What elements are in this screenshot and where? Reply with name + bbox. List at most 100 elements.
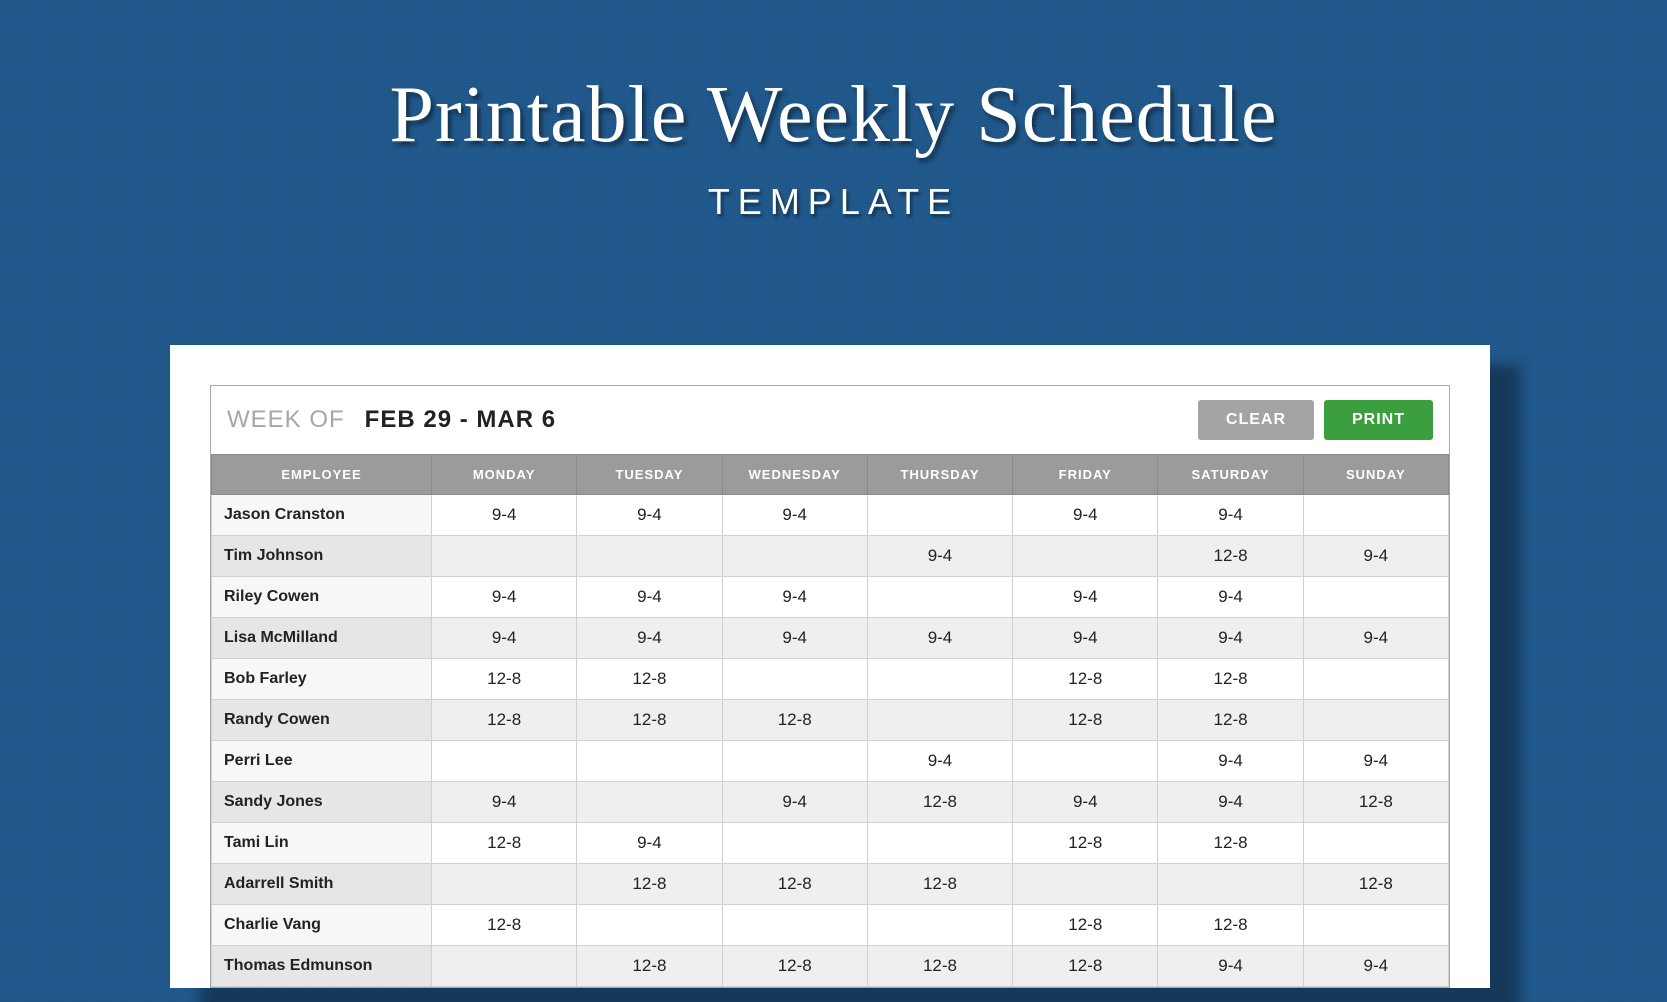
schedule-cell[interactable]: [1013, 864, 1158, 905]
clear-button[interactable]: CLEAR: [1198, 400, 1314, 440]
schedule-cell[interactable]: 9-4: [1158, 782, 1303, 823]
schedule-cell[interactable]: [867, 659, 1012, 700]
schedule-cell[interactable]: 12-8: [722, 946, 867, 987]
schedule-cell[interactable]: [577, 782, 722, 823]
schedule-cell[interactable]: [432, 946, 577, 987]
schedule-cell[interactable]: [722, 536, 867, 577]
schedule-cell[interactable]: [1303, 905, 1448, 946]
schedule-cell[interactable]: 9-4: [432, 782, 577, 823]
schedule-cell[interactable]: 12-8: [1158, 823, 1303, 864]
schedule-cell[interactable]: [867, 823, 1012, 864]
hero-title: Printable Weekly Schedule: [0, 70, 1667, 161]
table-row: Tim Johnson9-412-89-4: [212, 536, 1449, 577]
schedule-cell[interactable]: 9-4: [722, 577, 867, 618]
schedule-cell[interactable]: [1303, 823, 1448, 864]
print-button[interactable]: PRINT: [1324, 400, 1433, 440]
schedule-cell[interactable]: [1158, 864, 1303, 905]
schedule-cell[interactable]: 12-8: [577, 946, 722, 987]
table-row: Jason Cranston9-49-49-49-49-4: [212, 495, 1449, 536]
schedule-cell[interactable]: [867, 905, 1012, 946]
schedule-cell[interactable]: [1303, 577, 1448, 618]
schedule-cell[interactable]: 9-4: [432, 618, 577, 659]
schedule-cell[interactable]: 12-8: [722, 864, 867, 905]
schedule-cell[interactable]: 12-8: [1013, 659, 1158, 700]
schedule-cell[interactable]: 9-4: [577, 823, 722, 864]
employee-name: Randy Cowen: [212, 700, 432, 741]
employee-name: Tim Johnson: [212, 536, 432, 577]
schedule-cell[interactable]: 9-4: [1303, 536, 1448, 577]
schedule-cell[interactable]: 9-4: [1158, 946, 1303, 987]
schedule-cell[interactable]: [722, 823, 867, 864]
schedule-cell[interactable]: [1013, 536, 1158, 577]
schedule-cell[interactable]: 12-8: [1013, 700, 1158, 741]
schedule-paper: WEEK OF FEB 29 - MAR 6 CLEAR PRINT EMPLO…: [170, 345, 1490, 988]
schedule-cell[interactable]: 9-4: [867, 536, 1012, 577]
schedule-cell[interactable]: 12-8: [432, 823, 577, 864]
schedule-cell[interactable]: [1303, 495, 1448, 536]
schedule-cell[interactable]: 12-8: [722, 700, 867, 741]
schedule-cell[interactable]: 9-4: [432, 577, 577, 618]
schedule-cell[interactable]: [1303, 659, 1448, 700]
table-row: Adarrell Smith12-812-812-812-8: [212, 864, 1449, 905]
schedule-cell[interactable]: 9-4: [867, 618, 1012, 659]
schedule-cell[interactable]: [432, 864, 577, 905]
schedule-cell[interactable]: 12-8: [1013, 823, 1158, 864]
schedule-cell[interactable]: 9-4: [722, 782, 867, 823]
schedule-cell[interactable]: [1013, 741, 1158, 782]
schedule-cell[interactable]: 12-8: [1303, 782, 1448, 823]
schedule-cell[interactable]: 9-4: [432, 495, 577, 536]
schedule-cell[interactable]: [867, 700, 1012, 741]
schedule-cell[interactable]: 12-8: [577, 700, 722, 741]
schedule-cell[interactable]: [577, 741, 722, 782]
schedule-cell[interactable]: 12-8: [867, 782, 1012, 823]
schedule-cell[interactable]: 12-8: [1158, 536, 1303, 577]
schedule-cell[interactable]: 12-8: [1158, 659, 1303, 700]
schedule-cell[interactable]: 9-4: [1303, 946, 1448, 987]
schedule-cell[interactable]: 12-8: [1158, 700, 1303, 741]
schedule-cell[interactable]: 9-4: [1303, 618, 1448, 659]
schedule-panel: WEEK OF FEB 29 - MAR 6 CLEAR PRINT EMPLO…: [210, 385, 1450, 988]
schedule-cell[interactable]: [722, 741, 867, 782]
col-sunday: SUNDAY: [1303, 455, 1448, 495]
schedule-cell[interactable]: [577, 536, 722, 577]
schedule-cell[interactable]: 12-8: [432, 700, 577, 741]
schedule-cell[interactable]: 12-8: [577, 659, 722, 700]
schedule-cell[interactable]: 9-4: [722, 495, 867, 536]
schedule-cell[interactable]: 12-8: [432, 905, 577, 946]
schedule-cell[interactable]: [432, 536, 577, 577]
schedule-cell[interactable]: 9-4: [1013, 782, 1158, 823]
schedule-cell[interactable]: 12-8: [432, 659, 577, 700]
schedule-cell[interactable]: [432, 741, 577, 782]
schedule-cell[interactable]: 12-8: [1158, 905, 1303, 946]
schedule-cell[interactable]: [867, 577, 1012, 618]
schedule-cell[interactable]: 9-4: [1158, 577, 1303, 618]
employee-name: Tami Lin: [212, 823, 432, 864]
schedule-cell[interactable]: 9-4: [1158, 741, 1303, 782]
schedule-cell[interactable]: 12-8: [1013, 905, 1158, 946]
schedule-cell[interactable]: 12-8: [867, 864, 1012, 905]
employee-name: Adarrell Smith: [212, 864, 432, 905]
schedule-cell[interactable]: 12-8: [1303, 864, 1448, 905]
schedule-cell[interactable]: [1303, 700, 1448, 741]
schedule-cell[interactable]: 9-4: [1013, 618, 1158, 659]
schedule-cell[interactable]: 9-4: [577, 577, 722, 618]
schedule-cell[interactable]: [722, 905, 867, 946]
schedule-cell[interactable]: [577, 905, 722, 946]
col-friday: FRIDAY: [1013, 455, 1158, 495]
schedule-cell[interactable]: 12-8: [867, 946, 1012, 987]
schedule-cell[interactable]: 9-4: [1158, 618, 1303, 659]
schedule-cell[interactable]: 9-4: [1158, 495, 1303, 536]
schedule-cell[interactable]: 9-4: [867, 741, 1012, 782]
schedule-cell[interactable]: 9-4: [577, 495, 722, 536]
schedule-cell[interactable]: 9-4: [1303, 741, 1448, 782]
schedule-cell[interactable]: 12-8: [577, 864, 722, 905]
table-row: Lisa McMilland9-49-49-49-49-49-49-4: [212, 618, 1449, 659]
schedule-cell[interactable]: 12-8: [1013, 946, 1158, 987]
schedule-cell[interactable]: [722, 659, 867, 700]
schedule-cell[interactable]: 9-4: [1013, 495, 1158, 536]
schedule-cell[interactable]: 9-4: [722, 618, 867, 659]
schedule-cell[interactable]: 9-4: [577, 618, 722, 659]
schedule-cell[interactable]: 9-4: [1013, 577, 1158, 618]
col-wednesday: WEDNESDAY: [722, 455, 867, 495]
schedule-cell[interactable]: [867, 495, 1012, 536]
